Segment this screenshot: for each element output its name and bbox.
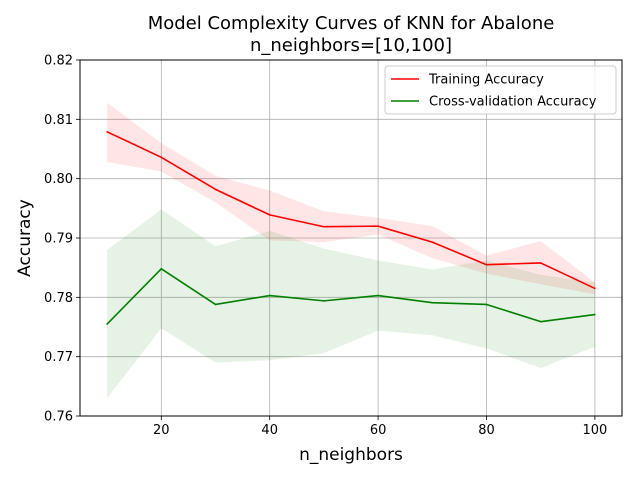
series-lines bbox=[106, 130, 596, 325]
legend-label-training: Training Accuracy bbox=[428, 73, 544, 88]
x-tick-label: 80 bbox=[478, 423, 495, 438]
data-point-cross-validation bbox=[106, 323, 108, 325]
data-point-training bbox=[377, 225, 379, 227]
data-point-cross-validation bbox=[160, 268, 163, 270]
x-tick-label: 60 bbox=[370, 423, 387, 438]
legend-box bbox=[384, 65, 617, 115]
data-point-cross-validation bbox=[485, 303, 488, 306]
data-point-cross-validation bbox=[377, 294, 379, 297]
data-point-training bbox=[485, 263, 488, 266]
data-point-cross-validation bbox=[539, 320, 542, 323]
data-point-training bbox=[160, 156, 163, 159]
data-point-training bbox=[431, 241, 434, 243]
data-point-training bbox=[594, 287, 596, 290]
y-tick-label: 0.81 bbox=[44, 113, 73, 128]
data-point-cross-validation bbox=[431, 301, 434, 304]
confidence-band-cross-validation bbox=[107, 209, 595, 399]
data-point-cross-validation bbox=[323, 300, 325, 302]
confidence-band-training bbox=[107, 102, 595, 295]
data-point-cross-validation bbox=[214, 303, 217, 306]
axis-ticks: 20 40 60 80 100 0.76 0.77 0.78 0.79 0.80 0.81 0.82 bbox=[44, 54, 607, 439]
series-line-training bbox=[106, 131, 596, 290]
y-tick-label: 0.82 bbox=[44, 54, 73, 69]
data-point-training bbox=[214, 188, 217, 191]
y-tick-label: 0.76 bbox=[44, 410, 73, 425]
chart-subtitle: n_neighbors=[10,100] bbox=[250, 35, 452, 56]
x-tick-label: 100 bbox=[582, 423, 607, 438]
series-line-cross-validation bbox=[106, 268, 596, 325]
x-tick-label: 40 bbox=[261, 423, 278, 438]
data-point-training bbox=[106, 130, 108, 133]
data-point-training bbox=[539, 262, 542, 264]
data-point-training bbox=[323, 225, 325, 228]
x-axis-label: n_neighbors bbox=[299, 445, 403, 465]
legend-label-cross-validation: Cross-validation Accuracy bbox=[429, 95, 597, 110]
x-tick-label: 20 bbox=[153, 423, 170, 438]
y-tick-label: 0.77 bbox=[44, 350, 73, 365]
data-point-cross-validation bbox=[268, 294, 271, 297]
data-point-training bbox=[268, 214, 271, 216]
y-axis-label: Accuracy bbox=[15, 199, 35, 277]
chart-title: Model Complexity Curves of KNN for Abalo… bbox=[148, 13, 555, 34]
y-tick-label: 0.80 bbox=[44, 172, 73, 187]
confidence-bands bbox=[107, 102, 595, 399]
data-point-cross-validation bbox=[594, 313, 596, 316]
y-tick-label: 0.79 bbox=[44, 232, 73, 247]
y-tick-label: 0.78 bbox=[44, 291, 73, 306]
legend: Training Accuracy Cross-validation Accura… bbox=[384, 65, 617, 115]
